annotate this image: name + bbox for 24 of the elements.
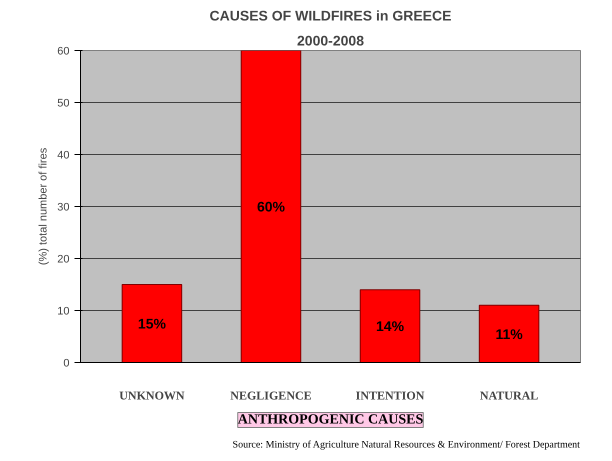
x-tick-label: UNKNOWN [119, 388, 185, 402]
data-label: 11% [495, 326, 524, 342]
y-tick-label: 20 [57, 254, 70, 266]
y-tick-label: 60 [57, 46, 70, 58]
y-tick-label: 30 [57, 202, 70, 214]
y-axis-title: (%) total number of fires [37, 147, 50, 266]
x-tick-label: NEGLIGENCE [230, 388, 312, 402]
chart-subtitle: 2000-2008 [297, 32, 364, 48]
x-tick-label: NATURAL [480, 388, 538, 402]
y-tick-label: 10 [57, 306, 70, 318]
chart-title: CAUSES OF WILDFIRES in GREECE [210, 8, 452, 24]
data-label: 15% [138, 316, 166, 332]
bar [360, 289, 420, 362]
bar [240, 50, 302, 362]
y-tick-label: 50 [57, 98, 70, 110]
y-tick-label: 40 [57, 150, 70, 162]
bar [478, 304, 540, 362]
data-label: 14% [376, 318, 405, 334]
data-label: 60% [256, 198, 286, 214]
bar [122, 284, 182, 362]
source-note: Source: Ministry of Agriculture Natural Resources & Environment/ Forest Department [232, 440, 580, 450]
y-tick-label: 0 [63, 358, 70, 370]
x-tick-label: INTENTION [356, 388, 425, 402]
text: ANTHROPOGENIC CAUSES [238, 412, 424, 428]
